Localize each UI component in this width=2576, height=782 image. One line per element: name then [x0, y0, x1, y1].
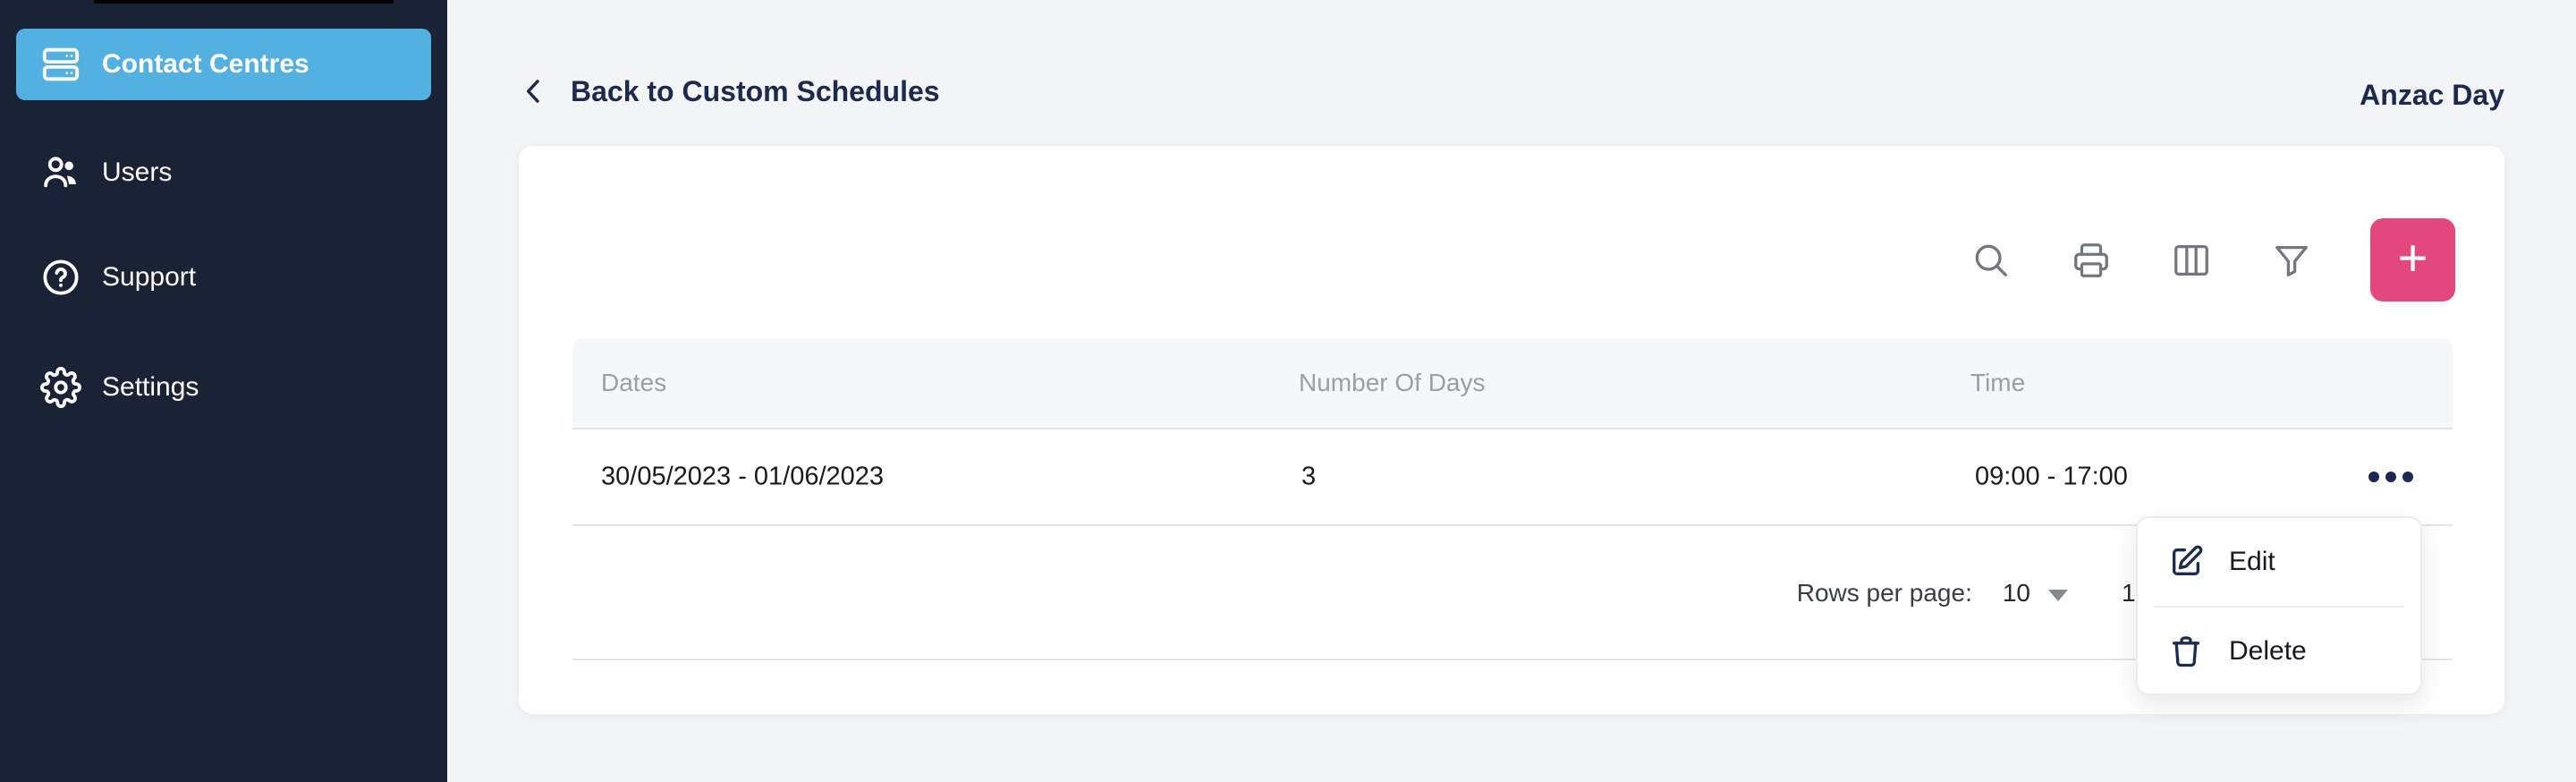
- sidebar-item-label: Support: [102, 262, 197, 292]
- pagination-bar: Rows per page: 10 1: [572, 528, 2453, 660]
- caret-down-icon: [2048, 589, 2068, 601]
- column-header-time: Time: [1970, 369, 2026, 396]
- table-header-row: Dates Number Of Days Time: [572, 338, 2453, 429]
- sidebar-item-contact-centres[interactable]: Contact Centres: [16, 29, 431, 100]
- add-button[interactable]: +: [2370, 218, 2455, 302]
- sidebar-item-label: Settings: [102, 372, 199, 402]
- filter-icon[interactable]: [2270, 239, 2313, 282]
- print-icon[interactable]: [2070, 239, 2113, 282]
- window-top-strip: [94, 0, 394, 4]
- context-menu-label: Edit: [2229, 547, 2275, 576]
- rows-per-page-select[interactable]: Rows per page: 10: [1797, 579, 2068, 608]
- context-menu-item-edit[interactable]: Edit: [2138, 518, 2420, 606]
- table-row: 30/05/2023 - 01/06/2023 3 09:00 - 17:00: [572, 429, 2453, 526]
- page-title: Anzac Day: [2360, 79, 2504, 111]
- back-link-label: Back to Custom Schedules: [571, 74, 940, 107]
- sidebar-item-label: Users: [102, 157, 173, 187]
- back-link[interactable]: Back to Custom Schedules: [517, 74, 940, 108]
- cell-number-of-days: 3: [1301, 462, 1317, 491]
- settings-icon: [39, 366, 82, 409]
- users-icon: [39, 151, 82, 194]
- sidebar-item-settings[interactable]: Settings: [16, 352, 431, 423]
- schedule-card: + Dates Number Of Days Time 30/05/2023 -…: [519, 146, 2504, 714]
- context-menu-item-delete[interactable]: Delete: [2138, 608, 2420, 695]
- sidebar-item-label: Contact Centres: [102, 49, 309, 79]
- sidebar-item-users[interactable]: Users: [16, 137, 431, 208]
- edit-icon: [2168, 544, 2204, 580]
- sidebar-item-support[interactable]: Support: [16, 242, 431, 313]
- plus-icon: +: [2397, 228, 2428, 287]
- rows-per-page-label: Rows per page:: [1796, 579, 1972, 607]
- rows-per-page-value: 10: [2002, 579, 2030, 607]
- table-toolbar: +: [1970, 218, 2455, 302]
- row-actions-menu-icon[interactable]: [2361, 464, 2420, 489]
- pagination-range-partial: 1: [2122, 579, 2136, 607]
- cell-time: 09:00 - 17:00: [1975, 462, 2128, 491]
- chevron-left-icon: [526, 80, 539, 103]
- context-menu-label: Delete: [2229, 636, 2307, 666]
- support-icon: [39, 256, 82, 299]
- main-content: Back to Custom Schedules Anzac Day: [447, 0, 2576, 782]
- menu-divider: [2154, 606, 2404, 608]
- contact-centres-icon: [39, 43, 82, 86]
- sidebar: Contact Centres Users Sup: [0, 0, 447, 782]
- trash-icon: [2168, 633, 2204, 669]
- row-context-menu: Edit Delete: [2136, 516, 2422, 695]
- columns-icon[interactable]: [2170, 239, 2213, 282]
- column-header-number-of-days: Number Of Days: [1299, 369, 1486, 396]
- cell-dates: 30/05/2023 - 01/06/2023: [601, 462, 885, 491]
- column-header-dates: Dates: [601, 369, 667, 396]
- search-icon[interactable]: [1970, 239, 2012, 282]
